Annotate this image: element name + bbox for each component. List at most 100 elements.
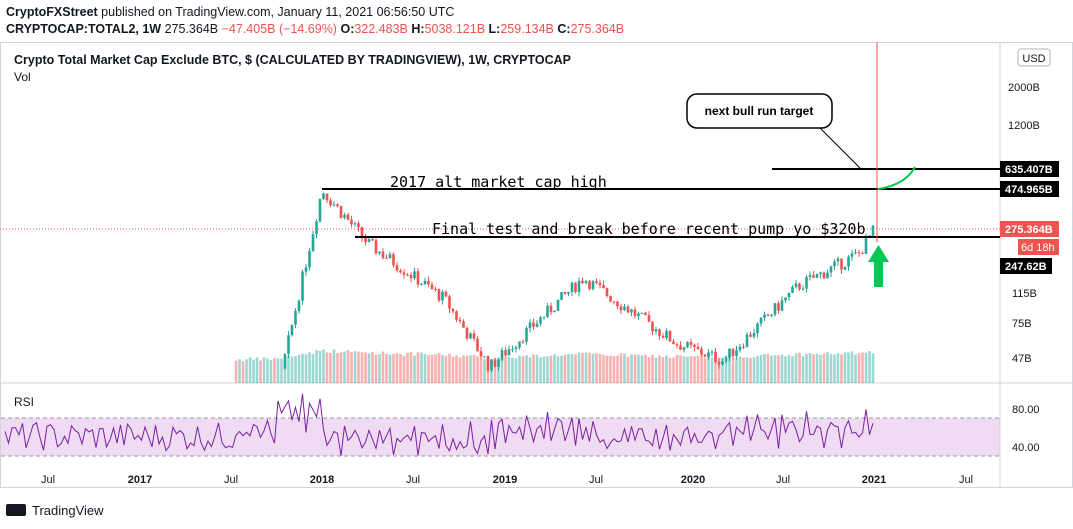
volume-bar	[570, 353, 574, 383]
candle-body	[294, 311, 297, 325]
candle-body	[381, 251, 385, 258]
arrow-up-icon	[868, 245, 889, 287]
test-annotation: Final test and break before recent pump …	[432, 220, 865, 238]
candle-body	[458, 319, 462, 322]
volume-bar	[581, 352, 584, 383]
rsi-legend: RSI	[14, 395, 34, 409]
high-label: H:	[411, 22, 425, 36]
candle-body	[826, 272, 829, 279]
volume-bar	[297, 354, 301, 383]
candle-body	[434, 288, 437, 290]
candle-body	[448, 296, 451, 309]
volume-bar	[819, 354, 822, 383]
candle-body	[402, 272, 406, 275]
close-value: 275.364B	[570, 22, 625, 36]
candle-body	[861, 253, 864, 255]
candle-body	[777, 303, 780, 311]
volume-bar	[234, 360, 238, 383]
volume-bar	[444, 356, 448, 383]
candle-body	[507, 349, 511, 356]
volume-bar	[507, 356, 511, 383]
volume-bar	[455, 355, 458, 383]
volume-bar	[441, 355, 444, 383]
volume-bar	[791, 356, 794, 383]
candle-body	[598, 282, 602, 286]
volume-bar	[693, 356, 696, 383]
volume-bar	[430, 354, 434, 383]
volume-bar	[738, 356, 742, 383]
candle-body	[710, 351, 714, 353]
x-tick: Jul	[406, 474, 420, 486]
tradingview-logo[interactable]: TradingView	[6, 503, 104, 518]
volume-bar	[749, 358, 752, 383]
volume-bar	[353, 351, 357, 383]
volume-bar	[735, 358, 738, 383]
candle-body	[287, 335, 290, 354]
volume-bar	[752, 357, 756, 383]
candle-body	[836, 258, 840, 262]
volume-bar	[553, 354, 556, 383]
volume-bar	[780, 354, 784, 383]
candle-body	[574, 282, 577, 293]
volume-bar	[416, 352, 420, 383]
volume-bar	[332, 349, 336, 383]
rsi-tick: 80.00	[1012, 404, 1040, 416]
volume-bar	[448, 353, 451, 383]
candle-body	[763, 314, 766, 318]
candle-body	[549, 305, 553, 313]
volume-bar	[500, 356, 504, 383]
volume-bar	[815, 353, 819, 383]
volume-bar	[567, 353, 570, 383]
candle-body	[388, 254, 392, 259]
rsi-line	[4, 393, 874, 456]
candle-body	[700, 348, 703, 355]
x-tick: 2019	[493, 474, 517, 486]
candle-body	[336, 204, 339, 207]
publisher-name[interactable]: CryptoFXStreet	[6, 5, 98, 19]
volume-bar	[724, 355, 728, 383]
candle-body	[644, 312, 647, 316]
volume-bar	[465, 355, 469, 383]
candle-body	[637, 313, 640, 316]
volume-bar	[266, 358, 269, 383]
x-axis: Jul 2017 Jul 2018 Jul 2019 Jul 2020 Jul …	[41, 474, 973, 486]
volume-bar	[238, 359, 241, 383]
volume-bar	[630, 354, 633, 383]
volume-bar	[308, 352, 311, 383]
high-value: 5038.121B	[424, 22, 486, 36]
chart-svg[interactable]: next bull run target 2017 alt market cap…	[0, 42, 1073, 529]
y-tick: 1200B	[1008, 120, 1040, 132]
candle-body	[833, 261, 836, 267]
open-label: O:	[340, 22, 355, 36]
candle-body	[651, 321, 654, 332]
candle-body	[329, 200, 332, 206]
candle-body	[822, 272, 826, 279]
candle-body	[658, 329, 661, 336]
volume-bar	[350, 352, 353, 383]
candle-body	[665, 330, 668, 338]
volume-bar	[462, 355, 465, 383]
volume-bar	[336, 352, 339, 383]
candle-body	[703, 354, 707, 357]
x-tick: Jul	[776, 474, 790, 486]
volume-bar	[766, 354, 770, 383]
candle-body	[483, 356, 486, 358]
volume-bar	[668, 357, 672, 383]
volume-bar	[388, 354, 392, 383]
candle-body	[472, 333, 476, 339]
candle-body	[766, 314, 770, 316]
volume-bar	[801, 356, 805, 383]
candle-body	[409, 275, 413, 279]
volume-bar	[679, 355, 682, 383]
volume-bar	[542, 356, 546, 383]
candle-body	[724, 357, 728, 362]
label-bg	[1000, 258, 1052, 274]
volume-bar	[868, 351, 871, 383]
currency-badge[interactable]	[1017, 48, 1051, 67]
candle-body	[493, 359, 497, 367]
volume-bar	[840, 354, 843, 383]
candle-body	[546, 305, 549, 317]
candle-body	[290, 324, 294, 336]
volume-bar	[682, 356, 686, 383]
candle-body	[283, 353, 287, 369]
